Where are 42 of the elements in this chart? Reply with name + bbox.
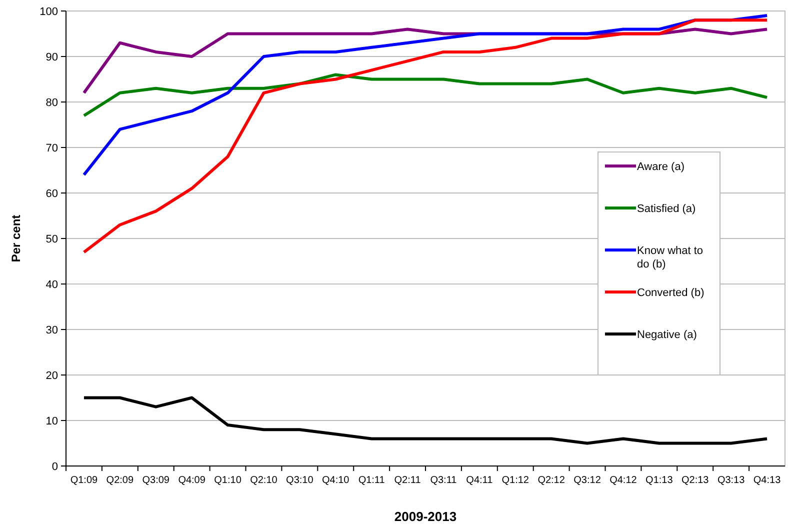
x-tick-label: Q1:11 [358, 475, 386, 486]
y-tick-label: 0 [52, 460, 58, 473]
x-axis-title: 2009-2013 [394, 509, 457, 524]
x-tick-label: Q4:09 [178, 475, 206, 486]
x-tick-label: Q2:13 [682, 475, 710, 486]
y-tick-label: 50 [46, 233, 58, 246]
x-tick-label: Q2:10 [250, 475, 278, 486]
x-tick-label: Q3:12 [574, 475, 602, 486]
x-tick-label: Q1:13 [646, 475, 674, 486]
line-series [82, 18, 769, 254]
x-tick-label: Q2:12 [538, 475, 566, 486]
y-tick-label: 60 [46, 188, 58, 200]
x-tick-label: Q2:11 [394, 475, 422, 486]
line-series [82, 73, 769, 118]
x-tick-label: Q1:09 [70, 475, 98, 486]
y-axis-title: Per cent [9, 214, 23, 262]
y-tick-label: 40 [46, 278, 58, 291]
y-tick-label: 30 [46, 324, 58, 336]
y-tick-label: 20 [46, 370, 58, 382]
x-tick-label: Q3:13 [717, 475, 746, 486]
x-tick-label: Q3:09 [142, 475, 170, 486]
x-tick-label: Q1:12 [502, 475, 530, 486]
x-tick-label: Q3:11 [430, 475, 458, 486]
legend-label: Aware (a) [637, 160, 684, 173]
legend-label: Converted (b) [637, 286, 704, 299]
legend-label: Satisfied (a) [637, 202, 696, 215]
x-tick-label: Q2:09 [106, 475, 134, 486]
x-tick-label: Q4:13 [753, 475, 782, 486]
x-tick-label: Q4:12 [610, 475, 638, 486]
x-tick-label: Q3:10 [286, 475, 314, 486]
y-tick-label: 100 [40, 6, 58, 18]
x-tick-label: Q1:10 [214, 475, 242, 486]
y-tick-label: 90 [46, 51, 58, 64]
y-tick-label: 10 [46, 415, 58, 428]
x-tick-label: Q4:11 [466, 475, 494, 486]
x-tick-label: Q4:10 [322, 475, 350, 486]
line-series [82, 14, 769, 176]
line-series [82, 396, 769, 445]
y-tick-label: 80 [46, 96, 58, 109]
legend-label: Negative (a) [637, 328, 697, 341]
legend-label: Know what to do (b) [637, 244, 704, 271]
y-tick-label: 70 [46, 142, 58, 154]
